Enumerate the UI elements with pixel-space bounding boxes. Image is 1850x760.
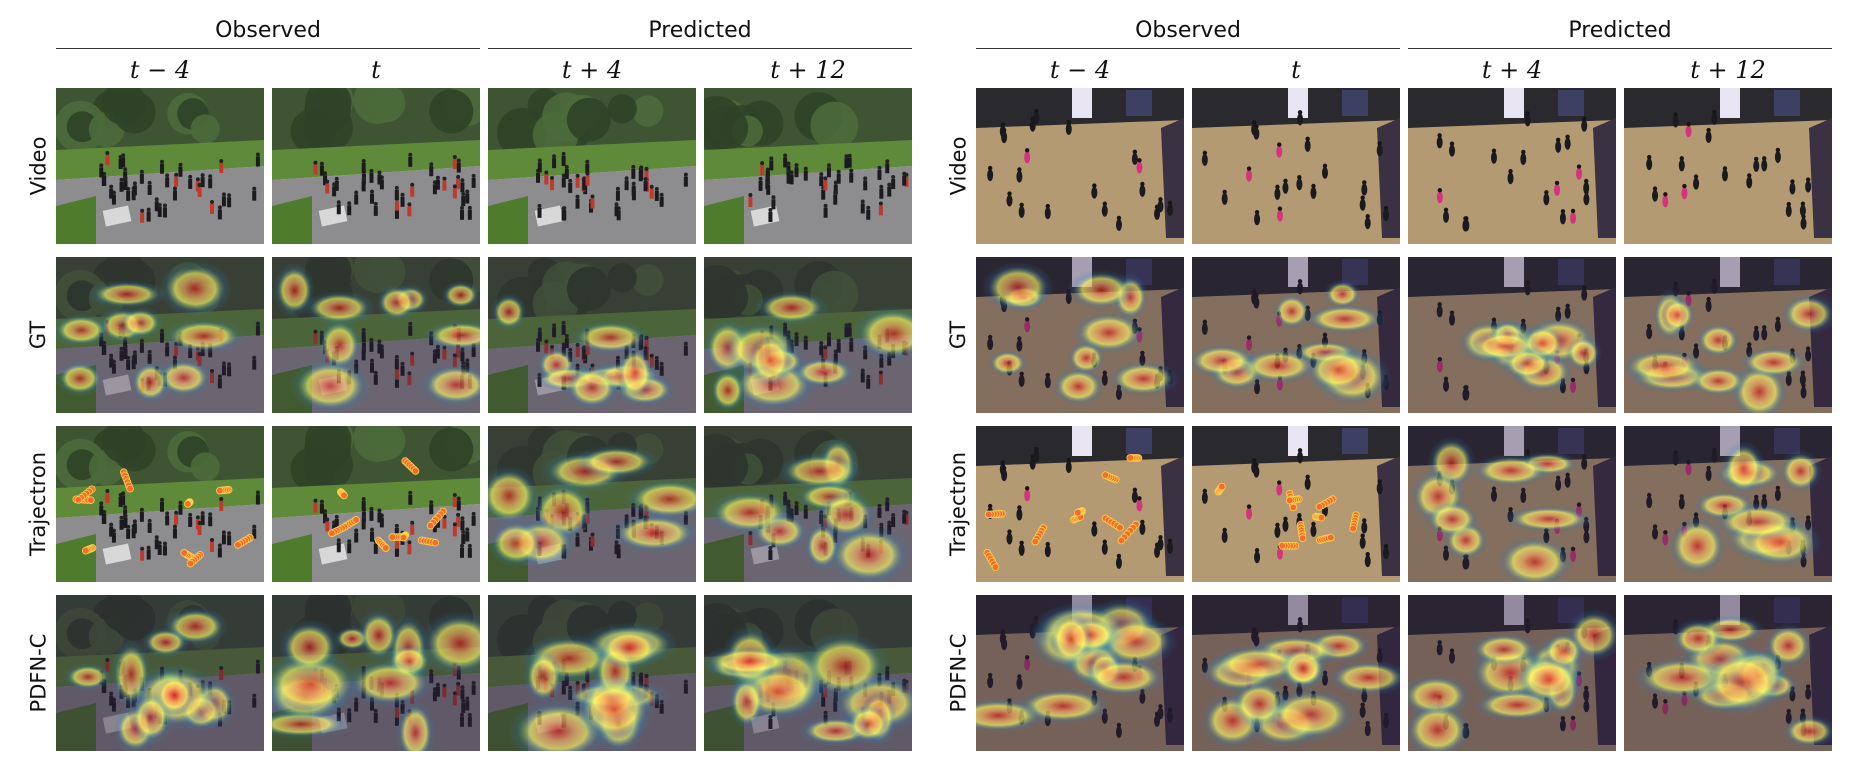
column-label-2: t + 4 [561,56,623,84]
column-label-2: t + 4 [1481,56,1543,84]
row-label-pdfn-c: PDFN-C [940,595,976,751]
frame-gt-1 [272,257,480,413]
row-label-text: GT [25,320,50,350]
frame-image [56,595,264,751]
frame-image [56,88,264,244]
frame-image [488,88,696,244]
frame-image [1408,257,1616,413]
row-label-text: Trajectron [946,451,971,557]
frame-image [1624,595,1832,751]
frame-trajectron-1 [272,426,480,582]
frame-gt-2 [488,257,696,413]
frame-image [976,88,1184,244]
frame-image [488,426,696,582]
frame-image [1624,426,1832,582]
frame-image [272,595,480,751]
frame-video-3 [1624,88,1832,244]
frame-trajectron-3 [704,426,912,582]
frame-pdfn-c-3 [1624,595,1832,751]
group-divider-line [488,48,912,49]
frame-image [976,426,1184,582]
frame-image [1408,426,1616,582]
frame-image [488,595,696,751]
frame-image [704,595,912,751]
row-label-pdfn-c: PDFN-C [20,595,56,751]
frame-trajectron-0 [56,426,264,582]
frame-image [704,257,912,413]
frame-pdfn-c-2 [1408,595,1616,751]
column-label-3: t + 12 [770,56,846,84]
frame-image [1192,595,1400,751]
group-divider-line [56,48,480,49]
group-divider-line [976,48,1400,49]
frame-video-0 [976,88,1184,244]
frame-image [488,257,696,413]
frame-trajectron-3 [1624,426,1832,582]
frame-trajectron-0 [976,426,1184,582]
frame-image [56,257,264,413]
frame-gt-0 [976,257,1184,413]
frame-image [976,257,1184,413]
frame-trajectron-2 [1408,426,1616,582]
row-label-video: Video [940,88,976,244]
row-label-gt: GT [20,257,56,413]
frame-image [976,595,1184,751]
frame-pdfn-c-0 [56,595,264,751]
frame-image [1408,595,1616,751]
column-label-3: t + 12 [1690,56,1766,84]
frame-gt-3 [1624,257,1832,413]
row-label-trajectron: Trajectron [20,426,56,582]
mall-scene-panel: Observed Predicted t − 4 t t + 4 t + 12 Video G… [940,0,1850,760]
frame-video-2 [488,88,696,244]
frame-image [1192,426,1400,582]
frame-video-2 [1408,88,1616,244]
row-label-text: PDFN-C [26,633,50,713]
frame-video-0 [56,88,264,244]
frame-trajectron-1 [1192,426,1400,582]
row-label-text: PDFN-C [946,633,970,713]
frame-video-1 [272,88,480,244]
column-label-0: t − 4 [129,56,191,84]
frame-image [272,257,480,413]
row-label-text: Video [946,136,970,196]
column-label-1: t [371,56,381,84]
frame-trajectron-2 [488,426,696,582]
frame-image [704,88,912,244]
column-label-1: t [1291,56,1301,84]
frame-pdfn-c-1 [1192,595,1400,751]
frame-image [1192,257,1400,413]
frame-image [272,426,480,582]
frame-video-3 [704,88,912,244]
frame-image [272,88,480,244]
frame-image [1408,88,1616,244]
group-label-predicted: Predicted [1568,18,1672,43]
frame-pdfn-c-0 [976,595,1184,751]
frame-pdfn-c-1 [272,595,480,751]
street-scene-panel: Observed Predicted t − 4 t t + 4 t + 12 Video G… [20,0,930,760]
frame-image [1624,88,1832,244]
frame-image [1624,257,1832,413]
group-label-observed: Observed [215,18,321,43]
column-label-0: t − 4 [1049,56,1111,84]
row-label-video: Video [20,88,56,244]
group-divider-line [1408,48,1832,49]
frame-video-1 [1192,88,1400,244]
row-label-text: GT [945,320,970,350]
row-label-text: Video [26,136,50,196]
group-label-predicted: Predicted [648,18,752,43]
row-label-gt: GT [940,257,976,413]
frame-image [704,426,912,582]
group-label-observed: Observed [1135,18,1241,43]
frame-image [1192,88,1400,244]
frame-pdfn-c-2 [488,595,696,751]
frame-gt-0 [56,257,264,413]
frame-pdfn-c-3 [704,595,912,751]
frame-gt-1 [1192,257,1400,413]
frame-gt-3 [704,257,912,413]
frame-gt-2 [1408,257,1616,413]
row-label-trajectron: Trajectron [940,426,976,582]
frame-image [56,426,264,582]
row-label-text: Trajectron [26,451,51,557]
